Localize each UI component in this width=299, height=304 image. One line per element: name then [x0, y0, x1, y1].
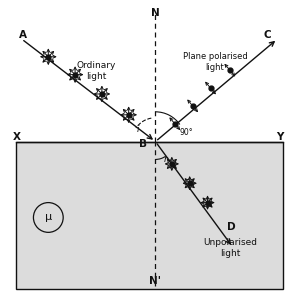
Text: X: X — [13, 132, 21, 142]
Text: i: i — [136, 125, 139, 134]
Text: N: N — [151, 8, 160, 18]
Text: r: r — [164, 155, 168, 164]
Text: Unpolarised: Unpolarised — [203, 238, 257, 247]
Text: Ordinary: Ordinary — [76, 61, 116, 70]
Text: C: C — [264, 30, 271, 40]
Text: N': N' — [150, 276, 161, 286]
Text: Y: Y — [276, 132, 283, 142]
Text: Plane polarised: Plane polarised — [183, 52, 247, 61]
Text: light: light — [86, 72, 106, 81]
Text: μ: μ — [45, 212, 52, 223]
FancyBboxPatch shape — [16, 142, 283, 289]
Text: light: light — [206, 63, 224, 72]
Text: B: B — [138, 139, 147, 149]
Text: light: light — [220, 249, 240, 258]
Text: D: D — [227, 222, 236, 232]
Text: 90°: 90° — [179, 128, 193, 137]
Text: A: A — [19, 30, 27, 40]
